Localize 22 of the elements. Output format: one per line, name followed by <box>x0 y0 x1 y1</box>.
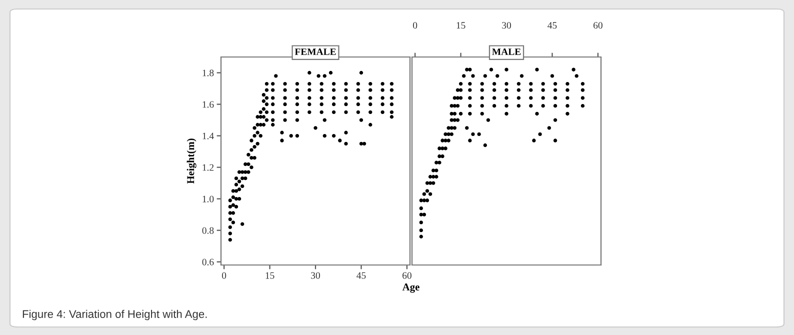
x-tick-label: 60 <box>402 272 412 279</box>
y-tick-label: 1.4 <box>202 132 214 140</box>
x-tick-label: 15 <box>266 272 274 279</box>
y-tick-label: 0.8 <box>202 227 214 234</box>
chart-title: FEMALE <box>294 48 336 55</box>
x-tick-label: 30 <box>502 22 511 29</box>
chart-title: MALE <box>492 48 521 55</box>
x-tick-label: 0 <box>222 272 226 279</box>
y-tick-label: 1.6 <box>202 101 214 108</box>
y-axis-title: Height(m) <box>186 138 196 184</box>
x-axis-title: Age <box>402 284 420 293</box>
x-tick-label: 30 <box>311 272 320 279</box>
y-tick-label: 1.8 <box>202 70 214 76</box>
x-tick-label: 0 <box>412 22 418 29</box>
x-tick-label: 60 <box>594 22 602 29</box>
caption: Figure 4: Variation of Height with Age. <box>22 310 207 320</box>
x-tick-label: 45 <box>356 272 366 279</box>
y-tick-label: 1.2 <box>202 164 214 171</box>
y-tick-label: 0.6 <box>202 258 214 266</box>
y-tick-label: 1.0 <box>202 196 214 202</box>
x-tick-label: 15 <box>456 22 466 29</box>
x-tick-label: 45 <box>548 22 557 29</box>
